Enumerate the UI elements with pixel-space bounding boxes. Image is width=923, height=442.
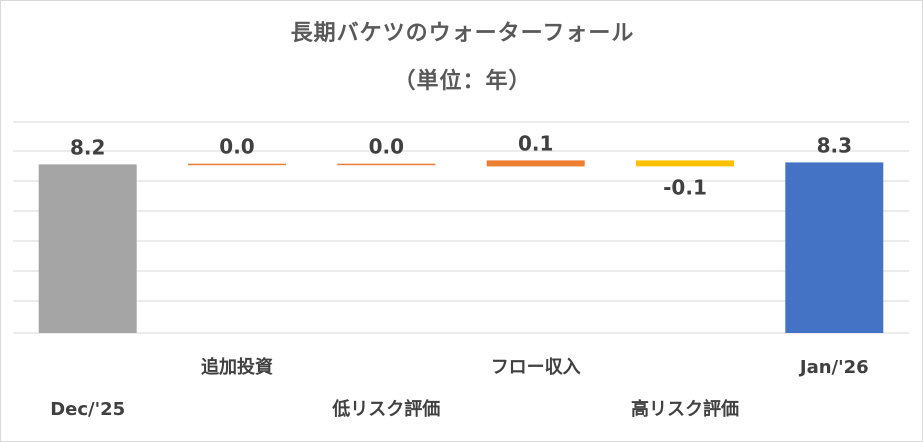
data-label: -0.1 <box>663 175 707 199</box>
data-label: 0.1 <box>518 131 553 155</box>
bar-3 <box>486 160 585 167</box>
data-label: 8.3 <box>817 133 852 157</box>
category-label: フロー収入 <box>491 357 581 378</box>
data-label: 0.0 <box>219 135 254 159</box>
bars <box>38 160 884 333</box>
category-label: 高リスク評価 <box>631 398 739 420</box>
category-label: Dec/'25 <box>50 399 125 420</box>
chart-subtitle: （単位：年） <box>393 69 532 94</box>
category-label: 低リスク評価 <box>331 398 440 420</box>
data-label: 0.0 <box>369 135 404 159</box>
data-label: 8.2 <box>70 135 105 159</box>
gridlines <box>13 121 909 334</box>
bar-4 <box>636 160 734 167</box>
category-label: 追加投資 <box>201 356 273 378</box>
bar-2 <box>337 163 436 166</box>
chart-title: 長期バケツのウォーターフォール <box>290 21 635 46</box>
bar-0 <box>38 164 137 333</box>
bar-1 <box>188 163 286 166</box>
category-label: Jan/'26 <box>798 357 869 378</box>
bar-5 <box>785 162 884 333</box>
data-labels: 8.2 0.0 0.0 0.1 -0.1 8.3 <box>70 131 852 199</box>
